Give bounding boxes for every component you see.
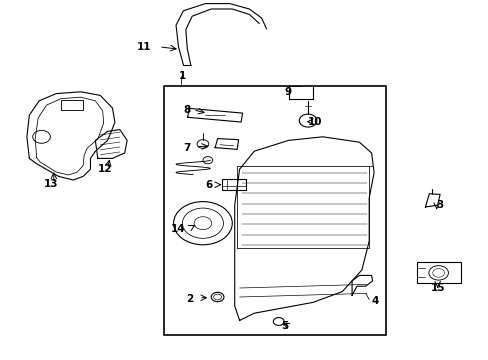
Bar (416, 262, 460, 283)
Bar (163, 86, 386, 335)
Text: 7: 7 (183, 143, 190, 153)
Text: 13: 13 (44, 179, 59, 189)
Text: 12: 12 (98, 164, 112, 174)
Text: 5: 5 (281, 321, 288, 331)
Text: 8: 8 (183, 105, 190, 115)
Bar (61, 100, 83, 110)
Text: 3: 3 (436, 200, 443, 210)
Text: 11: 11 (137, 42, 151, 52)
Text: 14: 14 (171, 224, 185, 234)
Text: 2: 2 (185, 294, 193, 304)
Text: 15: 15 (429, 283, 444, 293)
Text: 10: 10 (307, 117, 322, 127)
Bar (222, 179, 245, 190)
Text: 4: 4 (371, 296, 378, 306)
Text: 1: 1 (178, 71, 185, 81)
Text: 6: 6 (205, 180, 212, 190)
Text: 9: 9 (285, 87, 291, 97)
